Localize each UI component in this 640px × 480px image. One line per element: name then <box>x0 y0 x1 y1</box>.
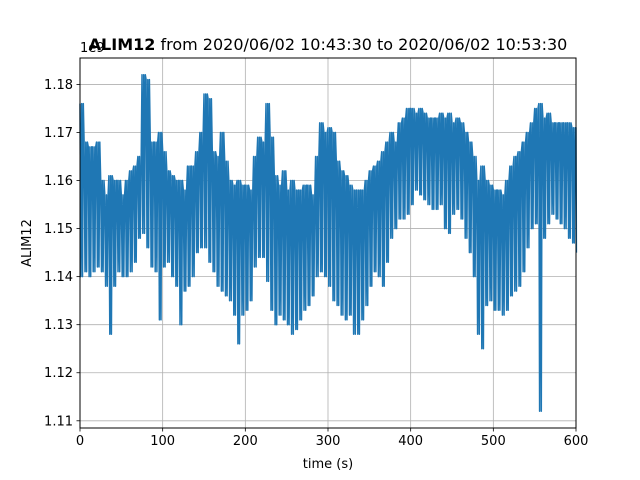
x-tick-label: 500 <box>481 434 506 449</box>
y-tick-label: 1.17 <box>44 126 73 141</box>
x-tick-label: 600 <box>564 434 589 449</box>
x-tick-label: 200 <box>233 434 258 449</box>
x-axis-label: time (s) <box>303 457 353 472</box>
series-line <box>79 74 578 412</box>
x-tick-label: 100 <box>150 434 175 449</box>
chart-title: ALIM12 from 2020/06/02 10:43:30 to 2020/… <box>89 35 568 54</box>
y-tick-label: 1.14 <box>44 270 73 285</box>
y-offset-label: 1e9 <box>80 41 105 56</box>
y-tick-label: 1.13 <box>44 318 73 333</box>
x-axis: 0 100 200 300 400 500 600 <box>76 428 589 449</box>
y-tick-label: 1.11 <box>44 414 73 429</box>
y-axis-label: ALIM12 <box>20 219 35 267</box>
y-tick-label: 1.12 <box>44 366 73 381</box>
x-tick-label: 0 <box>76 434 84 449</box>
y-axis: 1.11 1.12 1.13 1.14 1.15 1.16 1.17 1.18 <box>44 78 80 429</box>
chart-title-range: from 2020/06/02 10:43:30 to 2020/06/02 1… <box>155 35 567 54</box>
y-tick-label: 1.16 <box>44 174 73 189</box>
y-tick-label: 1.18 <box>44 78 73 93</box>
x-tick-label: 300 <box>316 434 341 449</box>
y-tick-label: 1.15 <box>44 222 73 237</box>
x-tick-label: 400 <box>398 434 423 449</box>
chart-title-signal: ALIM12 <box>89 35 156 54</box>
plot-area <box>79 74 578 412</box>
